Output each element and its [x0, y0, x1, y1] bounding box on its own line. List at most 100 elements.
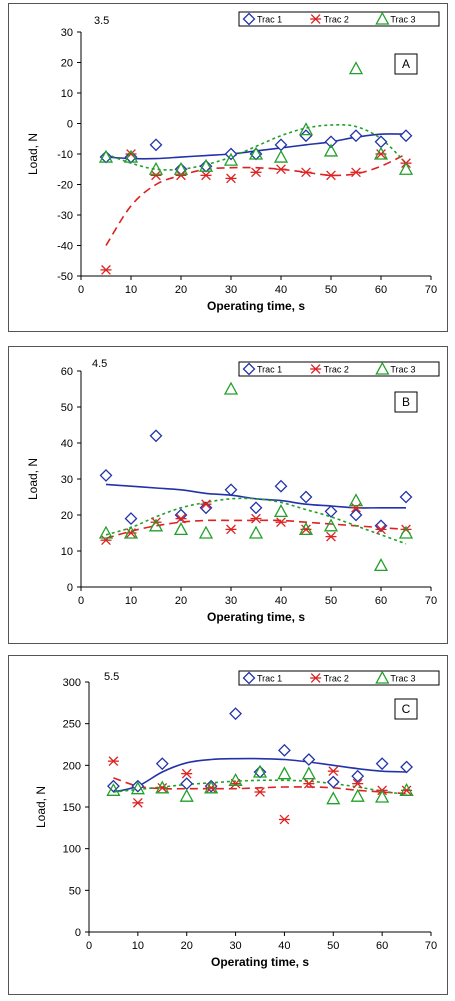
- chart-a: 30 20 10 0 -10 -20 -30 -40 -50 0 10 20 30 40 50 60 70 Ope…: [26, 11, 440, 313]
- x-tick-label: 30: [225, 595, 237, 607]
- y-tick-label: -10: [57, 149, 73, 161]
- y-tick-label: 60: [61, 366, 73, 378]
- legend-entry: Trac 2: [324, 674, 349, 684]
- chart-panel-a: 30 20 10 0 -10 -20 -30 -40 -50 0 10 20 30 40 50 60 70 Ope…: [8, 3, 448, 332]
- data-point: [398, 161, 414, 175]
- data-point: [107, 756, 119, 767]
- x-tick-label: 50: [325, 595, 337, 607]
- legend-box: [238, 670, 440, 686]
- data-point: [249, 501, 263, 515]
- data-point: [223, 381, 239, 395]
- data-point: [198, 525, 214, 539]
- y-tick-label: 20: [61, 510, 73, 522]
- legend: Trac 1 Trac 2 Trac 3: [238, 361, 440, 377]
- data-point: [375, 757, 389, 771]
- x-tick-label: 20: [181, 940, 193, 952]
- legend-marker-triangle: [375, 361, 390, 375]
- y-tick-label: -40: [57, 241, 73, 253]
- series-2-points: [100, 149, 412, 275]
- data-point: [373, 558, 389, 572]
- data-point: [375, 789, 390, 803]
- data-point: [275, 517, 287, 528]
- chart-panel-b: 60 50 40 30 20 10 0 0 10 20 30 40 50 60 70 Operating ti…: [8, 346, 448, 644]
- data-point: [204, 780, 219, 794]
- legend-entry: Trac 1: [257, 15, 282, 25]
- data-point: [348, 493, 364, 507]
- y-tick-label: -20: [57, 180, 73, 192]
- data-point: [323, 143, 339, 157]
- series-3-points: [98, 61, 414, 175]
- data-point: [278, 743, 291, 757]
- x-tick-label: 50: [327, 940, 339, 952]
- chart-panel-c: 300 250 200 150 100 50 0 0 10 20 30 40 50 60 70 Operati…: [8, 655, 448, 995]
- legend-marker-diamond: [242, 671, 256, 685]
- data-point: [155, 757, 169, 771]
- series-1-points: [107, 707, 413, 793]
- data-point: [350, 502, 362, 513]
- y-tick-label: 0: [67, 582, 73, 594]
- data-point: [123, 149, 139, 163]
- x-tick-label: 50: [325, 284, 337, 296]
- legend-entry: Trac 1: [257, 365, 282, 375]
- data-point: [174, 508, 188, 522]
- legend-box: [238, 361, 440, 377]
- y-tick-label: 0: [67, 119, 73, 131]
- legend-entry: Trac 3: [390, 15, 415, 25]
- chart-c: 300 250 200 150 100 50 00 10 20 30 40 50 60 70 Operati…: [34, 670, 440, 969]
- series-1-points: [99, 429, 413, 533]
- trendline-3: [105, 497, 407, 545]
- y-tick-label: 20: [61, 58, 73, 70]
- legend-marker-triangle: [375, 11, 390, 25]
- x-tick-label: 0: [78, 595, 84, 607]
- data-point: [148, 518, 164, 532]
- data-point: [399, 129, 413, 143]
- x-tick-label: 40: [278, 940, 290, 952]
- chart-b: 60 50 40 30 20 10 00 10 20 30 40 50 60 70 Operating ti…: [26, 358, 440, 624]
- speed-label: 3.5: [94, 15, 109, 27]
- x-axis-label: Operating time, s: [207, 610, 305, 624]
- data-point: [254, 787, 266, 797]
- trendline-1: [113, 757, 407, 793]
- data-point: [106, 782, 121, 796]
- data-point: [180, 777, 194, 791]
- x-axis-label: Operating time, s: [211, 955, 309, 969]
- panel-label: C: [402, 702, 411, 716]
- data-point: [324, 135, 338, 149]
- data-point: [302, 753, 316, 766]
- legend: Trac 1 Trac 2 Trac 3: [238, 11, 440, 27]
- data-point: [325, 531, 337, 542]
- y-tick-label: 300: [63, 677, 81, 689]
- legend-entry: Trac 3: [390, 365, 415, 375]
- data-point: [278, 814, 290, 825]
- data-point: [298, 122, 314, 136]
- data-point: [299, 490, 313, 504]
- legend-box: [238, 11, 440, 27]
- data-point: [100, 535, 112, 546]
- data-point: [375, 524, 387, 535]
- data-point: [223, 152, 239, 166]
- speed-label: 4.5: [92, 358, 107, 370]
- data-point: [248, 525, 264, 539]
- data-point: [98, 525, 114, 539]
- data-point: [303, 778, 315, 789]
- data-point: [107, 779, 120, 793]
- data-point: [350, 167, 362, 178]
- data-point: [300, 167, 312, 178]
- panel-label-box: [394, 53, 418, 75]
- data-point: [275, 164, 287, 175]
- data-point: [98, 149, 114, 163]
- data-point: [124, 512, 138, 526]
- x-tick-label: 10: [125, 595, 137, 607]
- data-point: [277, 766, 292, 780]
- y-tick-label: -50: [57, 271, 73, 283]
- data-point: [398, 525, 414, 539]
- x-tick-label: 30: [225, 284, 237, 296]
- data-point: [324, 504, 338, 518]
- data-point: [225, 173, 237, 184]
- data-point: [299, 129, 313, 143]
- y-tick-label: 50: [61, 402, 73, 414]
- x-tick-label: 60: [376, 940, 388, 952]
- data-point: [326, 775, 340, 789]
- data-point: [349, 508, 363, 522]
- panel-label: B: [402, 395, 410, 409]
